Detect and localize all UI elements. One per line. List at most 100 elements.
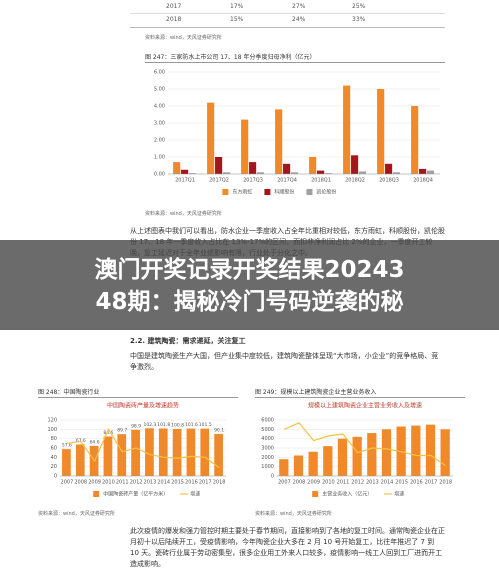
bar [145,428,154,476]
cell: 24% [292,16,306,23]
x-tick-label: 2017Q3 [243,178,263,184]
legend-label: 增速 [394,491,404,498]
legend-swatch [93,491,100,497]
y-tick-label: 4000 [261,436,274,442]
bar [188,173,197,174]
x-tick-label: 2013 [366,480,379,486]
bar [117,434,127,476]
x-tick-label: 2013 [144,480,157,486]
x-tick-label: 2015 [395,480,408,486]
x-tick-label: 2007 [61,480,74,486]
data-label: 101.8 [157,422,170,428]
x-tick-label: 2018Q4 [413,178,433,184]
x-tick-label: 2017 [199,480,212,486]
bar [249,162,257,174]
x-tick-label: 2009 [88,480,101,486]
y-tick-label: 120 [47,418,57,424]
chart: 规模以上建筑陶瓷企业主营业务收入及增速 0 1000 2000 3000 4000 5000… [261,402,453,498]
bar [308,451,318,476]
x-tick-label: 2010 [322,480,335,486]
line [284,422,447,467]
legend-label: 主营业务收入（亿元） [322,491,372,498]
cell: 15% [230,16,244,23]
bar [440,429,450,476]
bar [324,173,333,174]
legend-swatch [306,189,313,195]
cell: 2018 [166,16,182,23]
bar [323,446,333,476]
x-tick-label: 2012 [351,480,364,486]
bar [367,433,377,476]
chart-title: 规模以上建筑陶瓷企业主营业务收入及增速 [308,402,422,410]
bar [293,455,304,476]
x-tick-label: 2011 [116,480,129,486]
data-label: 101.5 [199,422,212,428]
y-tick-label: 0 [271,474,274,480]
y-tick-label: 0 [54,474,57,480]
bar [158,428,168,476]
cell: 2017 [166,3,182,10]
chart: 0.00 1.00 2.00 3.00 4.00 5.00 6.00 2017Q1 2017Q2… [154,70,440,196]
data-label: 98.9 [131,423,141,429]
y-tick-label: 3.00 [154,121,165,127]
data-label: 84.6 [103,430,113,436]
bar [279,459,289,476]
row-divider [130,27,445,28]
y-tick-label: 6.00 [154,70,165,76]
bar [207,102,215,174]
bar [173,162,181,174]
bar [241,119,249,174]
bar [62,449,71,476]
bar [214,433,223,476]
y-tick-label: 5.00 [154,87,165,93]
source: 资料来源：wind，天风证券研究所 [38,511,115,517]
data-label: 57.6 [62,443,72,449]
y-tick-label: 0.00 [154,172,165,178]
bar [131,429,140,476]
x-tick-label: 2017 [425,480,438,486]
bar [426,170,435,174]
y-tick-label: 100 [47,427,57,433]
x-tick-label: 2012 [130,480,143,486]
data-label: 101.6 [185,422,198,428]
data-label: 64.6 [90,439,100,445]
x-tick-label: 2017Q2 [209,178,229,184]
x-tick-label: 2014 [157,480,170,486]
cell: 25% [352,3,366,10]
data-label: 100.8 [171,422,184,428]
legend-label: 凯伦股份 [316,189,336,196]
y-tick-label: 60 [51,446,57,452]
bar [337,438,348,476]
y-tick-label: 2000 [261,455,274,461]
bar [256,172,265,174]
row-divider [130,13,445,14]
bar [283,163,291,174]
figure-label: 图 248：中国陶瓷行业 [38,387,238,398]
bar [352,436,362,476]
x-tick-label: 2016 [185,480,198,486]
paragraph: 中国是建筑陶瓷生产大国，但产业集中度较低，建筑陶瓷整体呈现“大市场，小企业”的竞… [130,352,439,371]
x-tick-label: 2007 [278,480,291,486]
bar [222,172,231,174]
bar [290,172,299,174]
cell: 17% [230,3,244,10]
legend-label: 科顺股份 [274,189,294,196]
x-tick-label: 2018 [213,480,226,486]
y-tick-label: 40 [51,455,57,461]
y-tick-label: 6000 [261,418,274,424]
bar [103,436,113,476]
x-tick-label: 2008 [74,480,87,486]
bar [381,429,392,476]
bar [317,170,325,174]
x-tick-label: 2016 [410,480,423,486]
figure-label: 图 249：规模以上建筑陶瓷企业主营业务收入 [255,387,465,398]
paragraph: 此次疫情的爆发和强力管控时期主要处于春节期间，直接影响到了各地的复工时间。通常陶… [130,527,445,568]
bar [75,444,85,476]
bar [419,168,427,174]
x-tick-label: 2018Q3 [379,178,399,184]
bar [186,428,196,476]
y-tick-label: 1000 [261,464,274,470]
bar [343,85,351,174]
x-tick-label: 2010 [102,480,115,486]
